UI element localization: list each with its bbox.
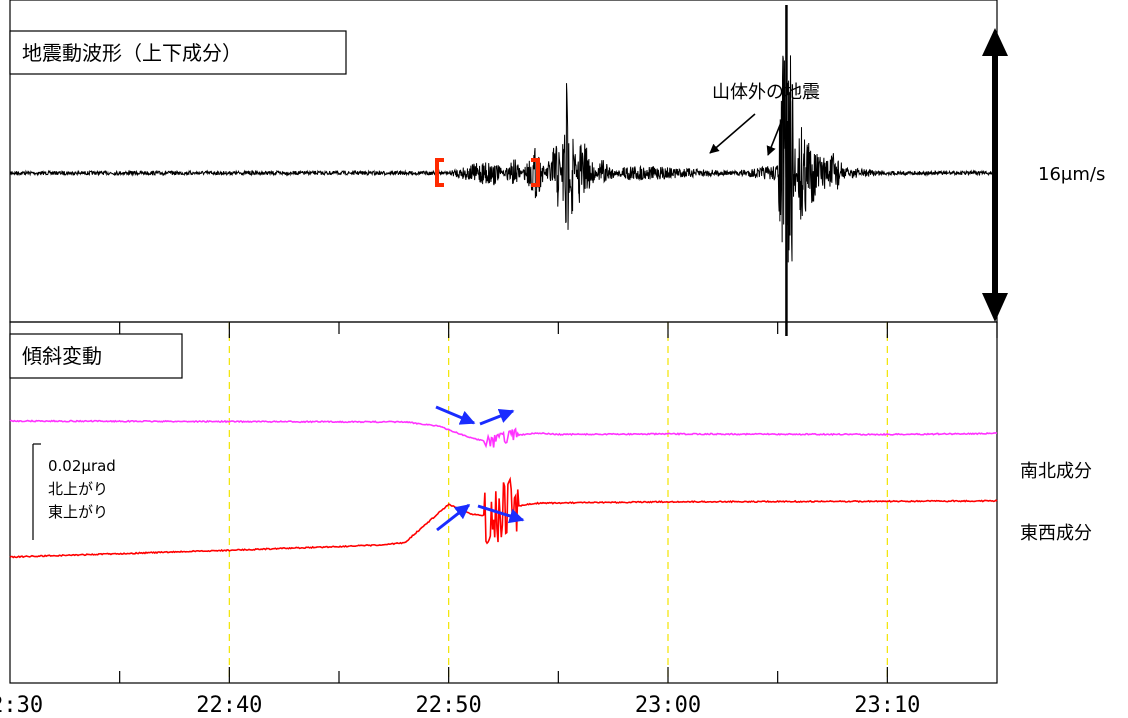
x-tick-label: 22:40 [196, 693, 262, 718]
seismic-trace [9, 55, 998, 263]
x-tick-label: 22:50 [416, 693, 482, 718]
seismic-title-box [9, 30, 347, 75]
tilt-panel: 0.02μrad 北上がり 東上がり 南北成分 東西成分 傾斜変動 [9, 321, 1092, 684]
series-label-ns: 南北成分 [1020, 461, 1092, 482]
amplitude-scale-label: 16μm/s [1038, 164, 1105, 185]
x-axis-labels: 22:30 22:40 22:50 23:00 23:10 [0, 693, 920, 718]
tilt-series-line [9, 476, 998, 559]
annotation-arrow-1 [709, 113, 756, 154]
tilt-title: 傾斜変動 [22, 344, 102, 368]
scale-arrow-up-icon [982, 28, 1008, 56]
ns-down-arrow [435, 405, 476, 425]
ew-down-arrow [477, 504, 525, 524]
tilt-panel-frame [9, 321, 998, 684]
seismic-panel: 山体外の地震 16μm/s 地震動波形（上下成分） [9, 0, 1105, 336]
tilt-series [9, 419, 998, 559]
x-tick-label: 23:10 [854, 693, 920, 718]
ew-up-arrow [436, 503, 471, 532]
seismic-title: 地震動波形（上下成分） [22, 41, 242, 65]
tilt-series-line [9, 419, 998, 449]
tilt-scale-value: 0.02μrad [48, 457, 116, 475]
tilt-grid [228, 322, 888, 683]
series-label-ew: 東西成分 [1020, 523, 1092, 544]
tilt-scale-east-up: 東上がり [48, 503, 108, 521]
x-tick-label: 23:00 [635, 693, 701, 718]
annotation-label: 山体外の地震 [712, 82, 820, 103]
x-axis-ticks [119, 322, 998, 683]
annotation-arrow-2 [766, 119, 783, 156]
tilt-scale-north-up: 北上がり [48, 480, 108, 498]
ns-up-arrow [479, 408, 515, 426]
scale-arrow-down-icon [982, 293, 1008, 322]
x-tick-label: 22:30 [0, 693, 43, 718]
event-bracket-left [435, 158, 444, 187]
tilt-title-box [9, 333, 183, 379]
event-bracket-right [531, 158, 540, 187]
seismic-waveform [9, 5, 998, 336]
